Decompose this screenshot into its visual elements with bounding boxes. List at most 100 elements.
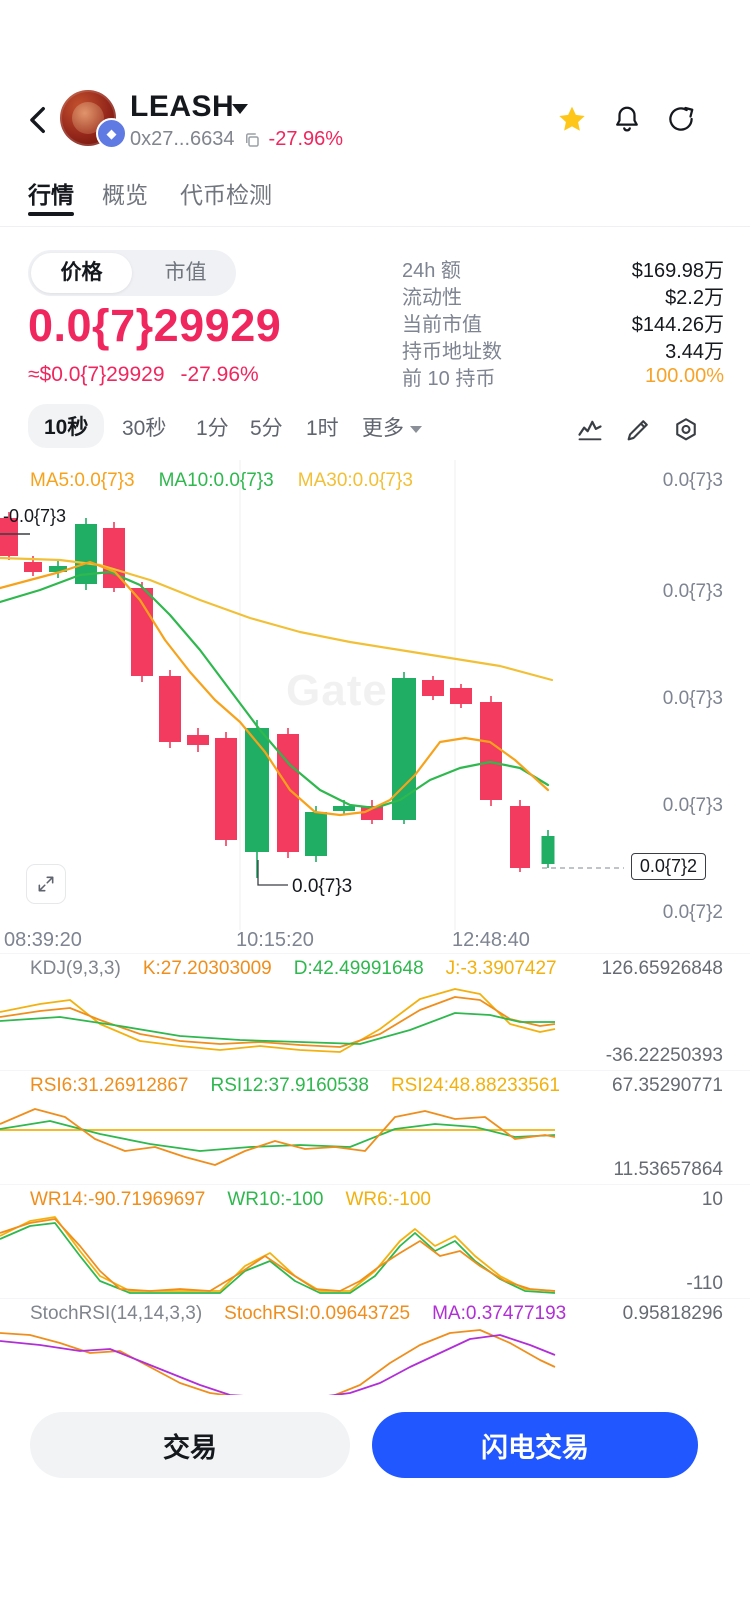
stat-label: 24h 额 <box>402 260 461 282</box>
wr-panel[interactable]: WR14:-90.71969697 WR10:-100 WR6:-100 10 -110 <box>0 1184 750 1299</box>
ma-legend: MA5:0.0{7}3 MA10:0.0{7}3 MA30:0.0{7}3 <box>30 470 413 492</box>
stat-value: 100.00% <box>645 365 724 387</box>
stat-value: 3.44万 <box>665 341 724 363</box>
last-price-tag: 0.0{7}2 <box>630 853 706 880</box>
kdj-legend: KDJ(9,3,3) K:27.20303009 D:42.49991648 J:-3… <box>30 958 557 980</box>
indicator-legend-item: MA:0.37477193 <box>432 1303 567 1324</box>
interval-10s[interactable]: 10秒 <box>28 404 105 448</box>
kdj-panel[interactable]: KDJ(9,3,3) K:27.20303009 D:42.49991648 J:-3… <box>0 953 750 1071</box>
fullscreen-button[interactable] <box>26 864 66 904</box>
kdj-plot <box>0 988 556 1053</box>
panel-min-value: -36.22250393 <box>605 1045 723 1066</box>
open-price-marker: -0.0{7}3 <box>3 506 67 526</box>
contract-address[interactable]: 0x27...6634 <box>130 128 235 150</box>
ma5-legend: MA5:0.0{7}3 <box>30 470 135 491</box>
indicator-legend-item: RSI12:37.9160538 <box>210 1075 369 1096</box>
share-button[interactable] <box>666 104 698 136</box>
pencil-icon <box>627 420 648 441</box>
rsi-panel[interactable]: RSI6:31.26912867 RSI12:37.9160538 RSI24:48… <box>0 1070 750 1185</box>
indicator-legend-item: RSI6:31.26912867 <box>30 1075 189 1096</box>
back-button[interactable] <box>22 102 56 138</box>
header-change-percent: -27.96% <box>268 128 344 150</box>
tab-overview[interactable]: 概览 <box>102 182 148 208</box>
interval-more[interactable]: 更多 <box>362 412 422 442</box>
price-mcap-toggle[interactable]: 价格 市值 <box>28 250 236 296</box>
header-divider <box>0 226 750 227</box>
token-title: LEASH <box>130 90 235 123</box>
flash-trade-button[interactable]: 闪电交易 <box>372 1412 698 1478</box>
ethereum-badge-icon: ◆ <box>96 118 127 149</box>
price-change-percent: -27.96% <box>180 363 259 386</box>
stochrsi-legend: StochRSI(14,14,3,3) StochRSI:0.09643725 MA… <box>30 1303 566 1325</box>
indicator-legend-item: WR6:-100 <box>345 1189 431 1210</box>
stat-row-holders: 持币地址数 3.44万 <box>402 336 724 363</box>
stat-value: $169.98万 <box>631 260 724 282</box>
indicator-legend-item: D:42.49991648 <box>293 958 424 979</box>
toggle-price[interactable]: 价格 <box>31 253 132 293</box>
y-axis-label: 0.0{7}2 <box>662 902 723 923</box>
stat-row-liquidity: 流动性 $2.2万 <box>402 282 724 309</box>
ma30-legend: MA30:0.0{7}3 <box>297 470 413 491</box>
stat-row-top10: 前 10 持币 100.00% <box>402 363 724 390</box>
toggle-mcap[interactable]: 市值 <box>164 261 207 284</box>
candlestick-chart-svg[interactable] <box>0 460 750 930</box>
tab-market[interactable]: 行情 <box>28 182 74 208</box>
copy-icon[interactable] <box>243 131 261 149</box>
tab-active-underline <box>28 212 74 216</box>
indicator-legend-item: KDJ(9,3,3) <box>30 958 121 979</box>
stat-label: 持币地址数 <box>402 341 502 363</box>
bell-icon <box>616 106 638 132</box>
settings-button[interactable] <box>672 416 700 444</box>
interval-1m[interactable]: 1分 <box>196 417 229 440</box>
interval-1h[interactable]: 1时 <box>306 417 339 440</box>
wr-plot <box>0 1216 556 1294</box>
stat-row-marketcap: 当前市值 $144.26万 <box>402 309 724 336</box>
indicator-legend-item: RSI24:48.88233561 <box>390 1075 560 1096</box>
caret-down-icon[interactable] <box>232 104 248 114</box>
footer: 交易 闪电交易 <box>0 1398 750 1623</box>
panel-min-value: 11.53657864 <box>613 1159 723 1180</box>
chart-type-button[interactable] <box>576 416 604 444</box>
draw-button[interactable] <box>624 416 652 444</box>
token-price: 0.0{7}29929 <box>28 300 282 351</box>
stochrsi-panel[interactable]: StochRSI(14,14,3,3) StochRSI:0.09643725 MA… <box>0 1298 750 1396</box>
favorite-button[interactable] <box>556 104 588 136</box>
panel-max-value: 126.65926848 <box>601 958 723 979</box>
ma10-legend: MA10:0.0{7}3 <box>158 470 274 491</box>
interval-more-label: 更多 <box>362 417 404 440</box>
rsi-legend: RSI6:31.26912867 RSI12:37.9160538 RSI24:48… <box>30 1075 560 1097</box>
gear-icon <box>676 418 696 441</box>
x-axis-label: 10:15:20 <box>236 929 314 951</box>
indicator-legend-item: K:27.20303009 <box>142 958 272 979</box>
indicator-legend-item: StochRSI:0.09643725 <box>224 1303 411 1324</box>
rsi-plot <box>0 1108 556 1166</box>
y-axis-label: 0.0{7}3 <box>662 581 723 602</box>
watermark: Gate <box>286 666 388 715</box>
stat-value: $2.2万 <box>665 287 724 309</box>
notifications-button[interactable] <box>612 104 644 136</box>
panel-min-value: -110 <box>686 1273 723 1294</box>
tab-token-check[interactable]: 代币检测 <box>180 182 272 208</box>
panel-max-value: 67.35290771 <box>612 1075 723 1096</box>
stat-row-volume: 24h 额 $169.98万 <box>402 255 724 282</box>
caret-down-icon <box>410 425 422 433</box>
low-price-annotation: 0.0{7}3 <box>292 876 353 897</box>
panel-max-value: 0.95818296 <box>622 1303 723 1324</box>
indicator-legend-item: WR14:-90.71969697 <box>30 1189 206 1210</box>
stat-label: 当前市值 <box>402 314 482 336</box>
interval-5m[interactable]: 5分 <box>250 417 283 440</box>
chevron-left-icon <box>30 106 45 134</box>
y-axis-label: 0.0{7}3 <box>662 470 723 491</box>
stat-label: 前 10 持币 <box>402 368 496 390</box>
x-axis-label: 12:48:40 <box>452 929 530 951</box>
token-subrow: 0x27...6634 -27.96% <box>130 128 343 151</box>
indicator-legend-item: StochRSI(14,14,3,3) <box>30 1303 203 1324</box>
star-icon <box>559 106 585 131</box>
panel-max-value: 10 <box>701 1189 723 1210</box>
candlestick-chart[interactable] <box>0 460 750 930</box>
expand-arrows-icon <box>38 876 54 892</box>
trade-button[interactable]: 交易 <box>30 1412 350 1478</box>
interval-30s[interactable]: 30秒 <box>122 417 167 440</box>
stat-value: $144.26万 <box>631 314 724 336</box>
token-stats: 24h 额 $169.98万 流动性 $2.2万 当前市值 $144.26万 持… <box>402 255 724 390</box>
